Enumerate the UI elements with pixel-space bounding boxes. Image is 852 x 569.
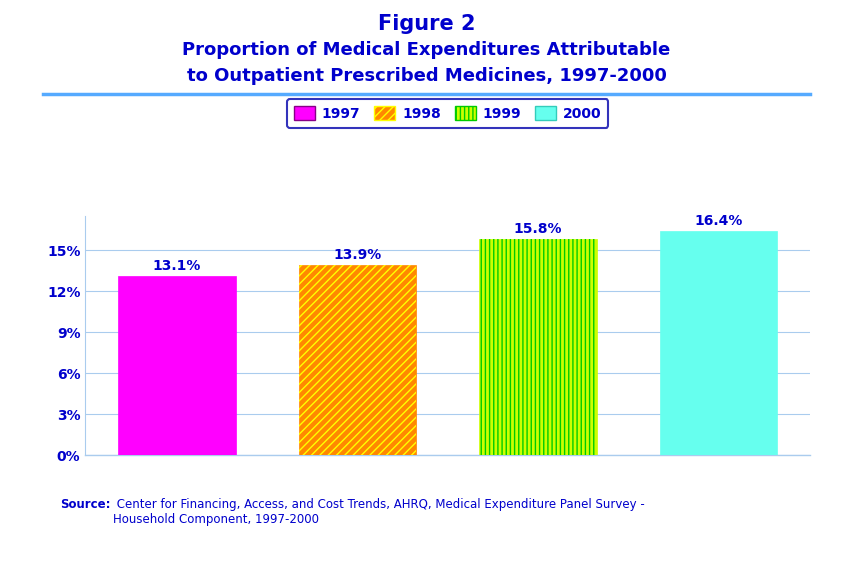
Bar: [298, 265, 416, 455]
Text: to Outpatient Prescribed Medicines, 1997-2000: to Outpatient Prescribed Medicines, 1997…: [187, 67, 665, 85]
Text: 13.1%: 13.1%: [153, 259, 201, 273]
Bar: [479, 240, 596, 455]
Text: 16.4%: 16.4%: [694, 214, 742, 228]
Text: 13.9%: 13.9%: [333, 248, 381, 262]
Text: 15.8%: 15.8%: [513, 222, 561, 236]
Bar: [118, 277, 235, 455]
Text: Source:: Source:: [60, 498, 110, 511]
Text: Proportion of Medical Expenditures Attributable: Proportion of Medical Expenditures Attri…: [182, 41, 670, 59]
Bar: [298, 265, 416, 455]
Bar: [479, 240, 596, 455]
Legend: 1997, 1998, 1999, 2000: 1997, 1998, 1999, 2000: [287, 99, 607, 127]
Text: Figure 2: Figure 2: [377, 14, 475, 34]
Text: Center for Financing, Access, and Cost Trends, AHRQ, Medical Expenditure Panel S: Center for Financing, Access, and Cost T…: [112, 498, 643, 526]
Bar: [659, 231, 776, 455]
